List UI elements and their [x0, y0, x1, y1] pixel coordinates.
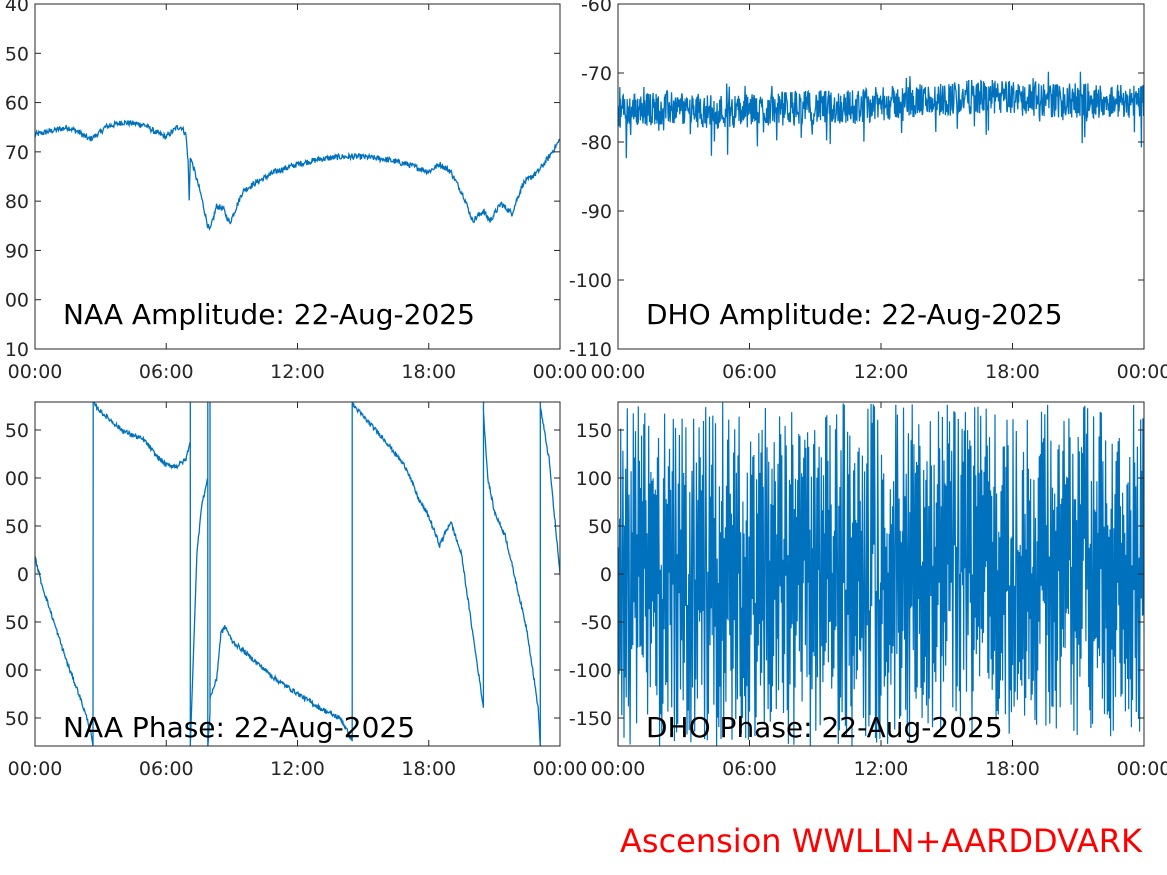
station-footer: Ascension WWLLN+AARDDVARK: [620, 822, 1142, 860]
x-tick-label: 00:00: [533, 758, 588, 780]
y-tick-label: 00: [5, 468, 29, 490]
x-tick-label: 18:00: [985, 361, 1040, 383]
panel-title: DHO Phase: 22-Aug-2025: [646, 711, 1003, 744]
y-tick-label: -90: [581, 201, 612, 223]
x-tick-label: 06:00: [722, 361, 777, 383]
x-tick-label: 00:00: [8, 361, 63, 383]
y-tick-label: 70: [5, 142, 29, 164]
y-tick-label: 100: [576, 468, 612, 490]
y-tick-label: -50: [581, 612, 612, 634]
y-tick-label: 50: [5, 612, 29, 634]
y-tick-label: 50: [5, 516, 29, 538]
y-tick-label: -110: [569, 339, 612, 361]
x-tick-label: 18:00: [401, 361, 456, 383]
y-tick-label: 50: [588, 516, 612, 538]
y-tick-label: 80: [5, 191, 29, 213]
y-tick-label: 50: [5, 420, 29, 442]
x-tick-label: 00:00: [1117, 758, 1167, 780]
y-tick-label: -100: [569, 660, 612, 682]
y-tick-label: -70: [581, 63, 612, 85]
x-tick-label: 06:00: [139, 361, 194, 383]
series-line: [618, 402, 1144, 746]
x-tick-label: 00:00: [533, 361, 588, 383]
y-tick-label: -150: [569, 708, 612, 730]
y-tick-label: 0: [17, 564, 29, 586]
x-tick-label: 12:00: [854, 361, 909, 383]
y-tick-label: 40: [5, 0, 29, 16]
x-tick-label: 00:00: [591, 361, 646, 383]
y-tick-label: 50: [5, 708, 29, 730]
x-tick-label: 12:00: [270, 361, 325, 383]
x-tick-label: 12:00: [854, 758, 909, 780]
x-tick-label: 00:00: [591, 758, 646, 780]
x-tick-label: 00:00: [1117, 361, 1167, 383]
y-tick-label: 00: [5, 290, 29, 312]
x-tick-label: 18:00: [985, 758, 1040, 780]
y-tick-label: 0: [600, 564, 612, 586]
panel-title: NAA Amplitude: 22-Aug-2025: [63, 298, 475, 331]
panel-title: DHO Amplitude: 22-Aug-2025: [646, 298, 1063, 331]
x-tick-label: 06:00: [139, 758, 194, 780]
series-line: [35, 119, 560, 231]
y-tick-label: 10: [5, 339, 29, 361]
x-tick-label: 00:00: [8, 758, 63, 780]
x-tick-label: 06:00: [722, 758, 777, 780]
x-tick-label: 18:00: [401, 758, 456, 780]
x-tick-label: 12:00: [270, 758, 325, 780]
y-tick-label: -80: [581, 132, 612, 154]
y-tick-label: -100: [569, 270, 612, 292]
y-tick-label: 60: [5, 93, 29, 115]
y-tick-label: 150: [576, 420, 612, 442]
series-line: [35, 402, 560, 746]
y-tick-label: -60: [581, 0, 612, 16]
y-tick-label: 90: [5, 240, 29, 262]
y-tick-label: 50: [5, 43, 29, 65]
y-tick-label: 00: [5, 660, 29, 682]
panel-title: NAA Phase: 22-Aug-2025: [63, 711, 415, 744]
series-line: [618, 71, 1144, 159]
